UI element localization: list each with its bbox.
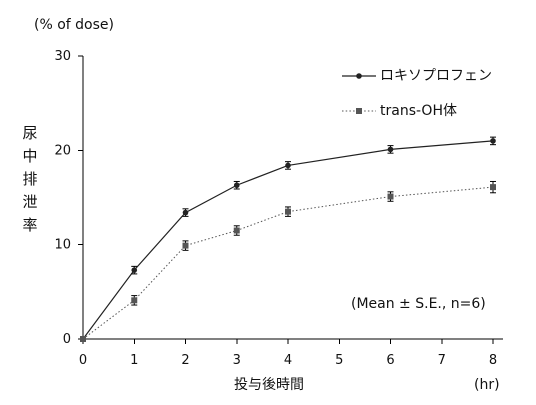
data-point-trans-oh xyxy=(387,193,394,200)
data-point-trans-oh xyxy=(490,184,496,191)
data-point-trans-oh xyxy=(182,242,189,249)
data-point-loxoprofen xyxy=(233,182,240,189)
x-tick-label: 4 xyxy=(284,353,292,368)
x-tick-label: 3 xyxy=(233,353,241,368)
y-tick-label: 30 xyxy=(54,49,71,64)
x-tick-label: 2 xyxy=(181,353,189,368)
y-tick-label: 0 xyxy=(63,332,71,347)
data-point-loxoprofen xyxy=(490,138,496,144)
data-point-trans-oh xyxy=(285,208,291,215)
legend-marker-trans-oh xyxy=(356,108,362,114)
y-axis-unit: (% of dose) xyxy=(34,17,114,33)
x-axis-label: 投与後時間 xyxy=(234,377,304,393)
y-tick-label: 20 xyxy=(54,143,71,158)
x-tick-label: 8 xyxy=(489,353,497,368)
series-line-0 xyxy=(82,140,494,340)
legend-label-loxoprofen: ロキソプロフェン xyxy=(380,68,492,84)
x-tick-label: 1 xyxy=(130,353,138,368)
x-tick-label: 6 xyxy=(386,353,394,368)
x-axis-unit: (hr) xyxy=(474,377,500,393)
y-axis-label: 尿中排泄率 xyxy=(22,124,38,234)
x-tick-label: 7 xyxy=(438,353,446,368)
data-point-loxoprofen xyxy=(387,146,394,153)
data-point-loxoprofen xyxy=(285,162,291,169)
data-point-trans-oh xyxy=(233,227,240,234)
data-point-trans-oh xyxy=(80,336,86,342)
data-point-loxoprofen xyxy=(131,267,138,273)
x-tick-label: 0 xyxy=(79,353,87,368)
stats-annotation: (Mean ± S.E., n=6) xyxy=(351,296,486,312)
data-point-loxoprofen xyxy=(182,209,189,216)
y-tick-label: 10 xyxy=(54,238,71,253)
legend-marker-loxoprofen xyxy=(356,73,362,79)
x-tick-label: 5 xyxy=(335,353,343,368)
data-point-trans-oh xyxy=(131,297,138,304)
legend-label-trans-oh: trans-OH体 xyxy=(380,103,457,119)
